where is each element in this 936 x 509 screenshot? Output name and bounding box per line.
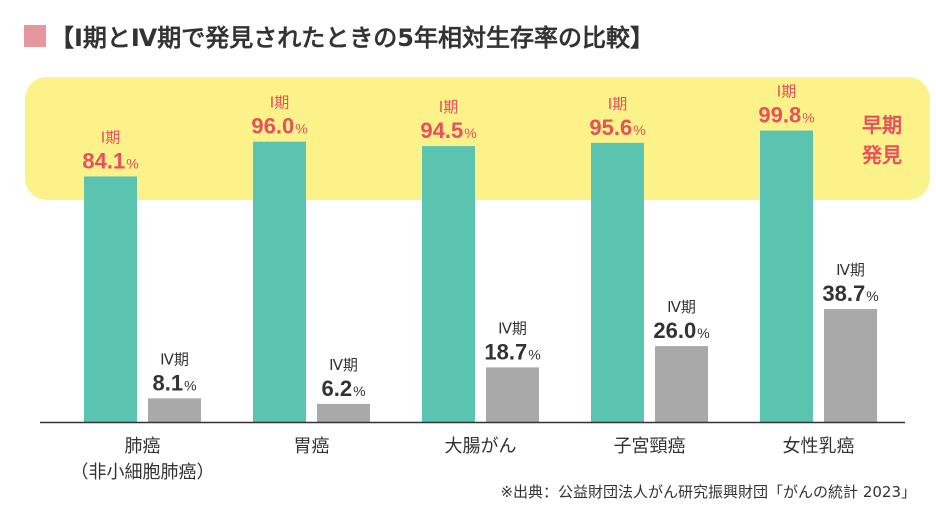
source-note: ※出典：公益財団法人がん研究振興財団「がんの統計 2023」 xyxy=(500,483,916,501)
bar-stage4 xyxy=(486,367,539,422)
bar-series-label: Ⅰ期 xyxy=(270,94,289,112)
bar-series-label: Ⅳ期 xyxy=(160,350,189,368)
bar-series-label: Ⅰ期 xyxy=(777,83,796,101)
bar-series-label: Ⅳ期 xyxy=(836,261,865,279)
bar-series-label: Ⅰ期 xyxy=(101,128,120,146)
category-label: 子宮頸癌 xyxy=(614,436,686,457)
title-text: 【Ⅰ期とⅣ期で発見されたときの5年相対生存率の比較】 xyxy=(50,24,654,52)
bar-value-label: 38.7% xyxy=(822,281,878,306)
bar-value-label: 18.7% xyxy=(484,339,540,364)
bar-stage4 xyxy=(824,308,877,422)
bar-series-label: Ⅰ期 xyxy=(439,98,458,116)
chart-title: 【Ⅰ期とⅣ期で発見されたときの5年相対生存率の比較】 xyxy=(24,18,654,53)
bar-stage4 xyxy=(148,398,201,422)
category-label: 大腸がん xyxy=(445,436,517,457)
bar-stage1 xyxy=(84,176,137,422)
bar-stage4 xyxy=(655,346,708,422)
early-detection-band xyxy=(25,77,930,200)
bar-series-label: Ⅳ期 xyxy=(667,298,696,316)
title-square-icon xyxy=(24,24,46,47)
category-label: （非小細胞肺癌） xyxy=(71,462,215,483)
bar-series-label: Ⅰ期 xyxy=(608,95,627,113)
bar-stage1 xyxy=(253,141,306,422)
bar-value-label: 95.6% xyxy=(589,115,645,140)
category-label: 胃癌 xyxy=(294,436,330,457)
bar-stage1 xyxy=(760,130,813,423)
band-label: 発見 xyxy=(861,143,902,167)
bar-value-label: 6.2% xyxy=(321,376,365,401)
category-label: 女性乳癌 xyxy=(783,436,855,457)
bar-value-label: 8.1% xyxy=(152,370,196,395)
bar-series-label: Ⅳ期 xyxy=(329,356,358,374)
bar-series-label: Ⅳ期 xyxy=(498,319,527,337)
bar-stage1 xyxy=(591,142,644,422)
bar-stage1 xyxy=(422,146,475,422)
bar-value-label: 26.0% xyxy=(653,318,709,343)
category-label: 肺癌 xyxy=(125,436,161,457)
bar-stage4 xyxy=(317,403,370,422)
band-label: 早期 xyxy=(862,113,902,137)
